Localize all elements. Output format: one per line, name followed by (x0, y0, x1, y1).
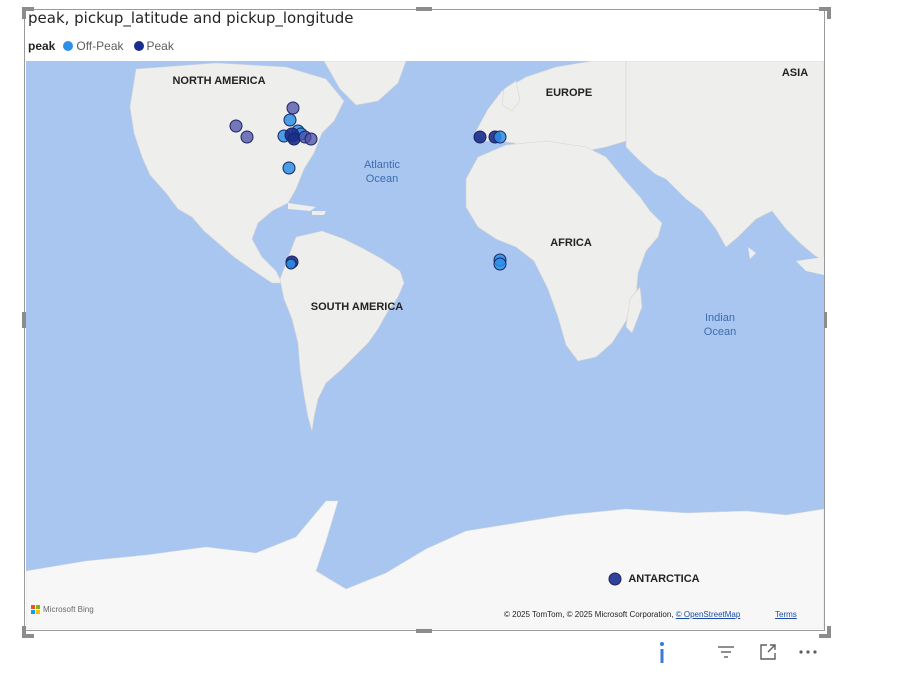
microsoft-logo-icon (31, 605, 40, 614)
more-options-icon[interactable] (796, 640, 820, 664)
data-point-peak[interactable] (229, 119, 243, 133)
data-point-off-peak[interactable] (493, 130, 507, 144)
land-antarctica (26, 500, 824, 629)
label-indian-2: Ocean (704, 326, 736, 338)
label-indian-1: Indian (705, 312, 735, 324)
legend-title: peak (28, 39, 56, 53)
legend-marker-peak (133, 41, 144, 51)
data-point-off-peak[interactable] (493, 257, 507, 271)
focus-mode-icon[interactable] (756, 640, 780, 664)
data-point-off-peak[interactable] (282, 161, 296, 175)
resize-handle-left[interactable] (22, 312, 26, 328)
label-europe: EUROPE (546, 87, 592, 99)
label-africa: AFRICA (550, 237, 592, 249)
data-point-peak[interactable] (608, 572, 622, 586)
land-asia (625, 61, 824, 262)
data-point-peak[interactable] (473, 130, 487, 144)
map-canvas[interactable]: Atlantic Ocean Indian Ocean NORTH AMERIC… (26, 61, 824, 629)
visual-title: peak, pickup_latitude and pickup_longitu… (28, 9, 354, 27)
land-south-america (279, 230, 405, 432)
legend-marker-off-peak (63, 41, 74, 51)
label-asia: ASIA (782, 67, 808, 79)
legend-label-peak: Peak (146, 39, 174, 53)
data-point-off-peak[interactable] (285, 258, 297, 270)
resize-corner-top-right[interactable] (819, 7, 831, 19)
terms-link-container: Terms (775, 610, 797, 619)
legend-label-off-peak: Off-Peak (76, 39, 124, 53)
legend-item-peak[interactable]: Peak (133, 39, 174, 53)
land-greenland (323, 61, 407, 106)
copyright-text: © 2025 TomTom, © 2025 Microsoft Corporat… (504, 610, 674, 619)
legend-item-off-peak[interactable]: Off-Peak (63, 39, 124, 53)
map-attribution: © 2025 TomTom, © 2025 Microsoft Corporat… (504, 610, 740, 619)
resize-handle-bottom[interactable] (416, 629, 432, 633)
label-north-america: NORTH AMERICA (172, 75, 265, 87)
data-point-off-peak[interactable] (283, 113, 297, 127)
bing-label: Microsoft Bing (43, 605, 94, 614)
resize-handle-top[interactable] (416, 7, 432, 11)
terms-link[interactable]: Terms (775, 610, 797, 619)
data-point-peak[interactable] (287, 132, 301, 146)
microsoft-bing-logo: Microsoft Bing (31, 605, 94, 614)
label-south-america: SOUTH AMERICA (311, 301, 404, 313)
info-icon[interactable] (650, 640, 674, 664)
resize-corner-top-left[interactable] (22, 7, 34, 19)
resize-handle-right[interactable] (823, 312, 827, 328)
resize-corner-bottom-right[interactable] (819, 626, 831, 638)
data-point-peak[interactable] (286, 101, 300, 115)
filter-icon[interactable] (714, 640, 738, 664)
label-atlantic-2: Ocean (366, 173, 398, 185)
data-point-peak[interactable] (240, 130, 254, 144)
openstreetmap-link[interactable]: © OpenStreetMap (675, 610, 741, 619)
legend: peak Off-Peak Peak (28, 39, 180, 53)
world-map: Atlantic Ocean Indian Ocean NORTH AMERIC… (26, 61, 824, 629)
label-antarctica: ANTARCTICA (628, 573, 699, 585)
data-point-peak[interactable] (304, 132, 318, 146)
label-atlantic-1: Atlantic (364, 159, 401, 171)
resize-corner-bottom-left[interactable] (22, 626, 34, 638)
